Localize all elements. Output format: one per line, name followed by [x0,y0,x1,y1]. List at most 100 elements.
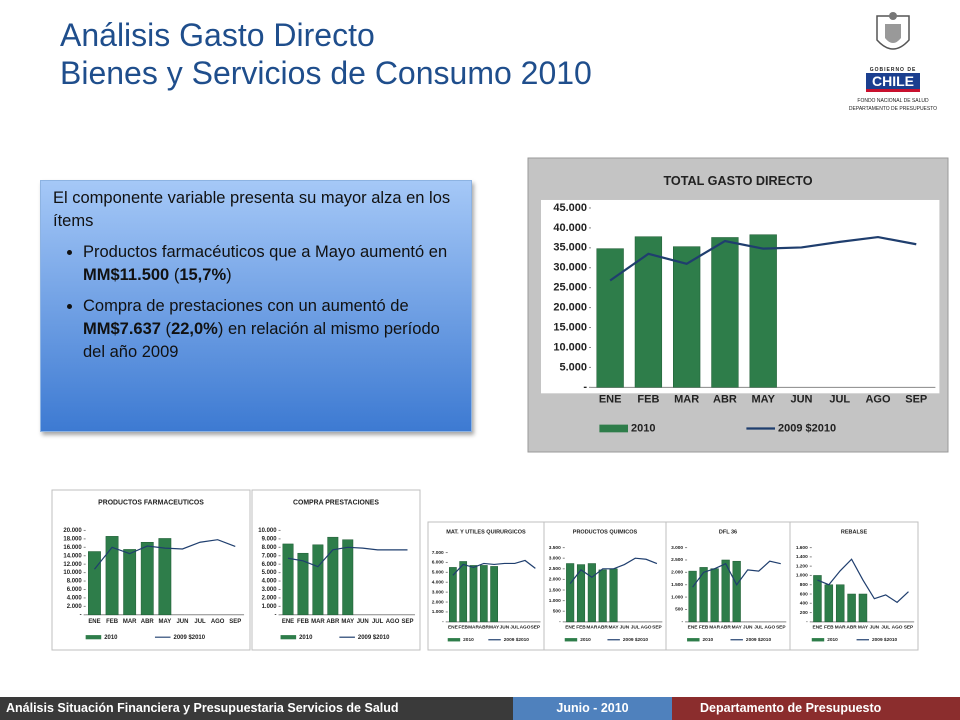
y-tick-label: 1.000 [262,604,278,610]
legend-label: 2009 $2010 [746,637,772,643]
legend-swatch [85,635,102,640]
y-tick-label: 400 [800,601,808,607]
x-tick-label: MAY [751,393,775,405]
bullet-text: Productos farmacéuticos que a Mayo aumen… [83,243,448,261]
y-tick-label: 20.000 [553,302,587,314]
legend-label: 2010 [703,637,714,643]
y-tick-label: - [681,620,683,625]
x-tick-label: JUL [754,624,763,630]
y-tick-label: 18.000 [63,536,82,542]
y-tick-label: 6.000 [432,560,444,566]
y-tick-label: 2.000 [671,570,683,576]
bar [609,568,618,623]
bullet: Compra de prestaciones con un aumentó de… [83,295,459,364]
legend-label: 2009 $2010 [778,422,836,434]
chart-title: COMPRA PRESTACIONES [293,500,379,507]
x-tick-label: ENE [88,619,100,625]
line [287,546,408,568]
x-tick-label: MAR [835,624,846,630]
y-tick-label: 7.000 [432,550,444,556]
y-tick-label: 2.000 [549,577,561,583]
line [452,559,536,576]
bar [576,564,586,623]
y-tick-label: 10.000 [553,341,587,353]
bar [158,538,172,616]
bar [634,236,663,388]
title-line: Análisis Gasto Directo [60,17,375,53]
x-tick-label: AGO [386,619,400,625]
y-tick-label: 14.000 [63,553,82,559]
y-tick-label: 9.000 [262,536,278,542]
y-tick-label: 35.000 [553,242,587,254]
chart-title: TOTAL GASTO DIRECTO [663,174,812,188]
legend-label: 2010 [104,635,118,641]
chart-title: MAT. Y UTILES QUIRURGICOS [446,530,526,536]
y-tick-label: 3.000 [671,545,683,551]
legend-label: 2010 [299,635,313,641]
x-tick-label: JUL [510,624,519,630]
legend-swatch [447,638,461,642]
y-tick-label: 1.000 [432,609,444,615]
y-tick-label: - [80,612,82,618]
y-tick-label: 4.000 [262,579,278,585]
y-tick-label: 2.000 [67,604,83,610]
bar [459,561,468,623]
chart-title: REBALSE [841,530,868,536]
x-tick-label: SEP [776,624,786,630]
logo-line: FONDO NACIONAL DE SALUD [857,98,929,104]
y-tick-label: 6.000 [67,587,83,593]
bar [123,549,137,616]
x-tick-label: MAR [468,624,479,630]
bar [732,560,741,623]
y-tick-label: 1.000 [671,594,683,600]
x-tick-label: MAY [732,624,743,630]
bullet-list: Productos farmacéuticos que a Mayo aumen… [53,241,459,364]
x-tick-label: FEB [576,624,586,630]
y-tick-label: 1.600 [796,545,808,551]
footer: Análisis Situación Financiera y Presupue… [0,697,960,720]
bullet-text: Compra de prestaciones con un aumentó de [83,297,409,315]
y-tick-label: 500 [675,607,683,613]
bar [327,536,339,616]
y-tick-label: 4.000 [432,580,444,586]
line [817,558,909,604]
x-tick-label: FEB [297,619,310,625]
chart: REBALSE - 200 400 600 800 1.000 1.200 1.400 1.600… [789,521,919,651]
bar [673,246,701,388]
x-tick-label: MAR [586,624,597,630]
bullet-text: MM$7.637 [83,320,161,338]
chart: COMPRA PRESTACIONES - 1.000 2.000 3.000 4.000… [251,489,421,651]
x-tick-label: SEP [531,624,541,630]
y-tick-label: 8.000 [67,579,83,585]
chart-title: PRODUCTOS QUIMICOS [573,530,638,536]
x-tick-label: MAY [341,619,354,625]
y-tick-label: 30.000 [553,262,587,274]
x-tick-label: ABR [326,619,340,625]
y-tick-label: 4.000 [67,596,83,602]
y-tick-label: 12.000 [63,562,82,568]
x-tick-label: ENE [599,393,622,405]
legend-swatch [811,638,825,642]
line [609,235,917,282]
y-tick-label: - [559,620,561,625]
x-tick-label: JUN [176,619,188,625]
bar [711,237,739,388]
x-tick-label: FEB [458,624,468,630]
x-tick-label: ABR [720,624,731,630]
y-tick-label: 1.500 [671,582,683,588]
x-tick-label: ENE [448,624,458,630]
x-tick-label: AGO [641,624,652,630]
x-tick-label: MAR [674,393,699,405]
legend-label: 2010 [827,637,838,643]
footer-left: Análisis Situación Financiera y Presupue… [0,697,513,720]
x-tick-label: AGO [520,624,531,630]
logo-top: GOBIERNO DE [869,67,917,73]
x-tick-label: MAY [608,624,619,630]
bullet-text: ) en relación al mismo período del año 2… [83,320,440,361]
x-tick-label: ABR [479,624,490,630]
x-tick-label: JUN [357,619,369,625]
bar [721,559,730,623]
y-tick-label: 20.000 [63,528,82,534]
x-tick-label: JUL [194,619,206,625]
